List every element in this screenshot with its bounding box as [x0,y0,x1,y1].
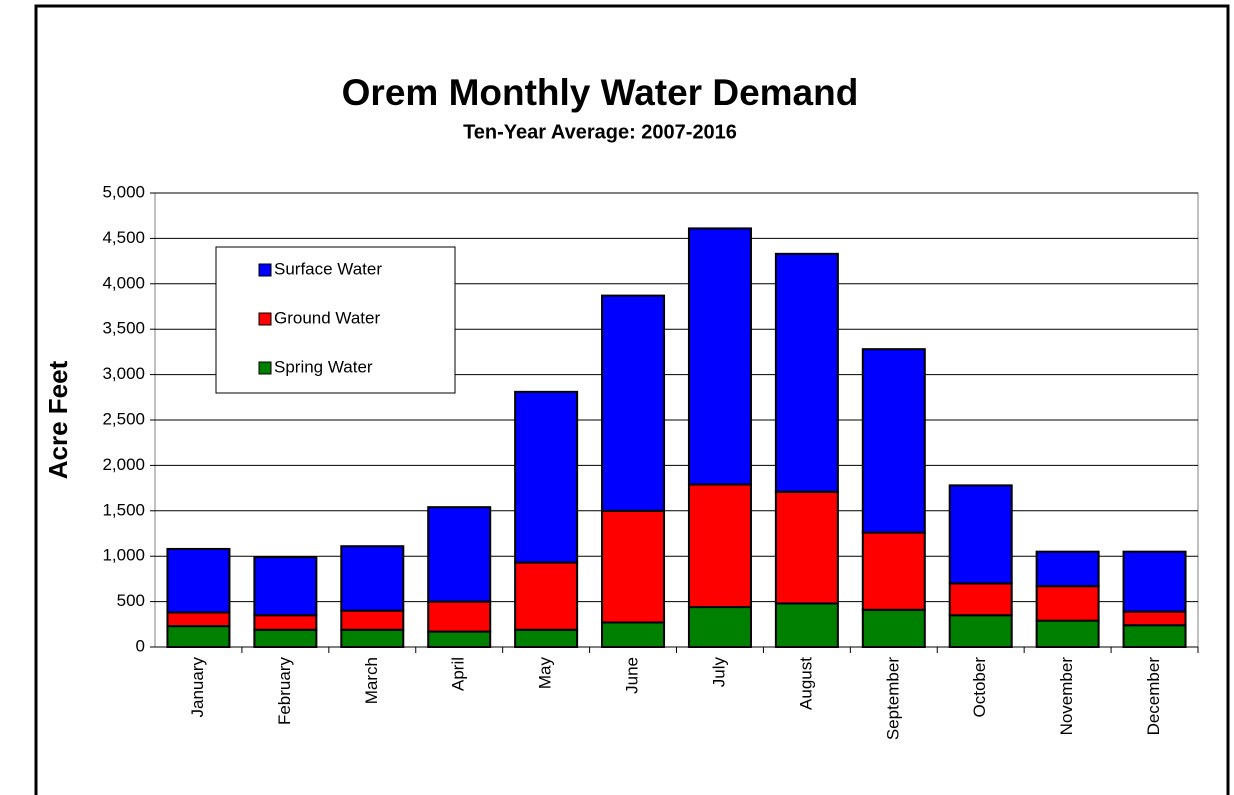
bar-segment [1122,624,1187,649]
bar-segment [427,506,492,603]
legend-swatch [258,312,272,326]
bar-segment [514,561,579,631]
bar-segment [687,227,752,486]
bar-segment [861,348,926,534]
x-tick-label: July [709,657,728,688]
legend-label: Surface Water [274,259,382,278]
legend-swatch [258,361,272,375]
chart-subtitle: Ten-Year Average: 2007-2016 [463,121,737,143]
bar-segment [253,628,318,648]
bar-segment [774,602,839,649]
bar-segment [601,509,666,624]
bar-segment [166,625,231,649]
y-tick-label: 500 [117,591,145,610]
bar-segment [774,490,839,605]
chart-title: Orem Monthly Water Demand [342,72,859,113]
bar-segment [1035,585,1100,622]
bar-segment [253,614,318,631]
bar-segment [253,556,318,617]
bar-segment [166,611,231,628]
x-tick-label: August [796,657,815,710]
y-tick-label: 3,000 [102,364,145,383]
bar-segment [1035,550,1100,588]
bar-segment [1122,550,1187,613]
y-tick-label: 0 [136,636,145,655]
bar-segment [1035,619,1100,649]
x-tick-label: January [188,657,207,718]
bar-segment [1122,610,1187,627]
bar-segment [340,609,405,631]
x-tick-label: June [623,657,642,694]
bar-segment [340,628,405,648]
bar-segment [948,484,1013,585]
legend-box [215,246,456,394]
x-tick-label: March [362,657,381,704]
y-axis-label: Acre Feet [43,360,73,479]
bar-segment [601,621,666,649]
x-tick-label: October [970,657,989,718]
y-tick-label: 2,500 [102,409,145,428]
bar-segment [514,628,579,648]
bar-segment [601,294,666,512]
x-tick-label: April [449,657,468,691]
bar-segment [166,547,231,614]
bar-segment [687,483,752,609]
x-tick-label: May [536,657,555,690]
x-tick-label: September [883,657,902,740]
bar-segment [861,608,926,648]
bar-segment [427,630,492,649]
bar-segment [427,600,492,633]
legend-label: Spring Water [274,357,373,376]
y-tick-label: 5,000 [102,182,145,201]
y-tick-label: 1,000 [102,546,145,565]
legend-swatch [258,263,272,277]
y-tick-label: 4,500 [102,228,145,247]
y-tick-label: 3,500 [102,319,145,338]
y-tick-label: 1,500 [102,500,145,519]
bar-segment [948,614,1013,648]
x-tick-label: November [1057,657,1076,736]
x-tick-label: February [275,657,294,726]
bar-segment [687,606,752,648]
bar-segment [774,252,839,493]
y-tick-label: 4,000 [102,273,145,292]
bar-segment [514,390,579,564]
x-tick-label: December [1144,657,1163,736]
bar-segment [340,545,405,612]
y-tick-label: 2,000 [102,455,145,474]
legend-label: Ground Water [274,308,380,327]
bar-segment [948,582,1013,617]
frame [34,4,1230,795]
bar-segment [861,531,926,611]
